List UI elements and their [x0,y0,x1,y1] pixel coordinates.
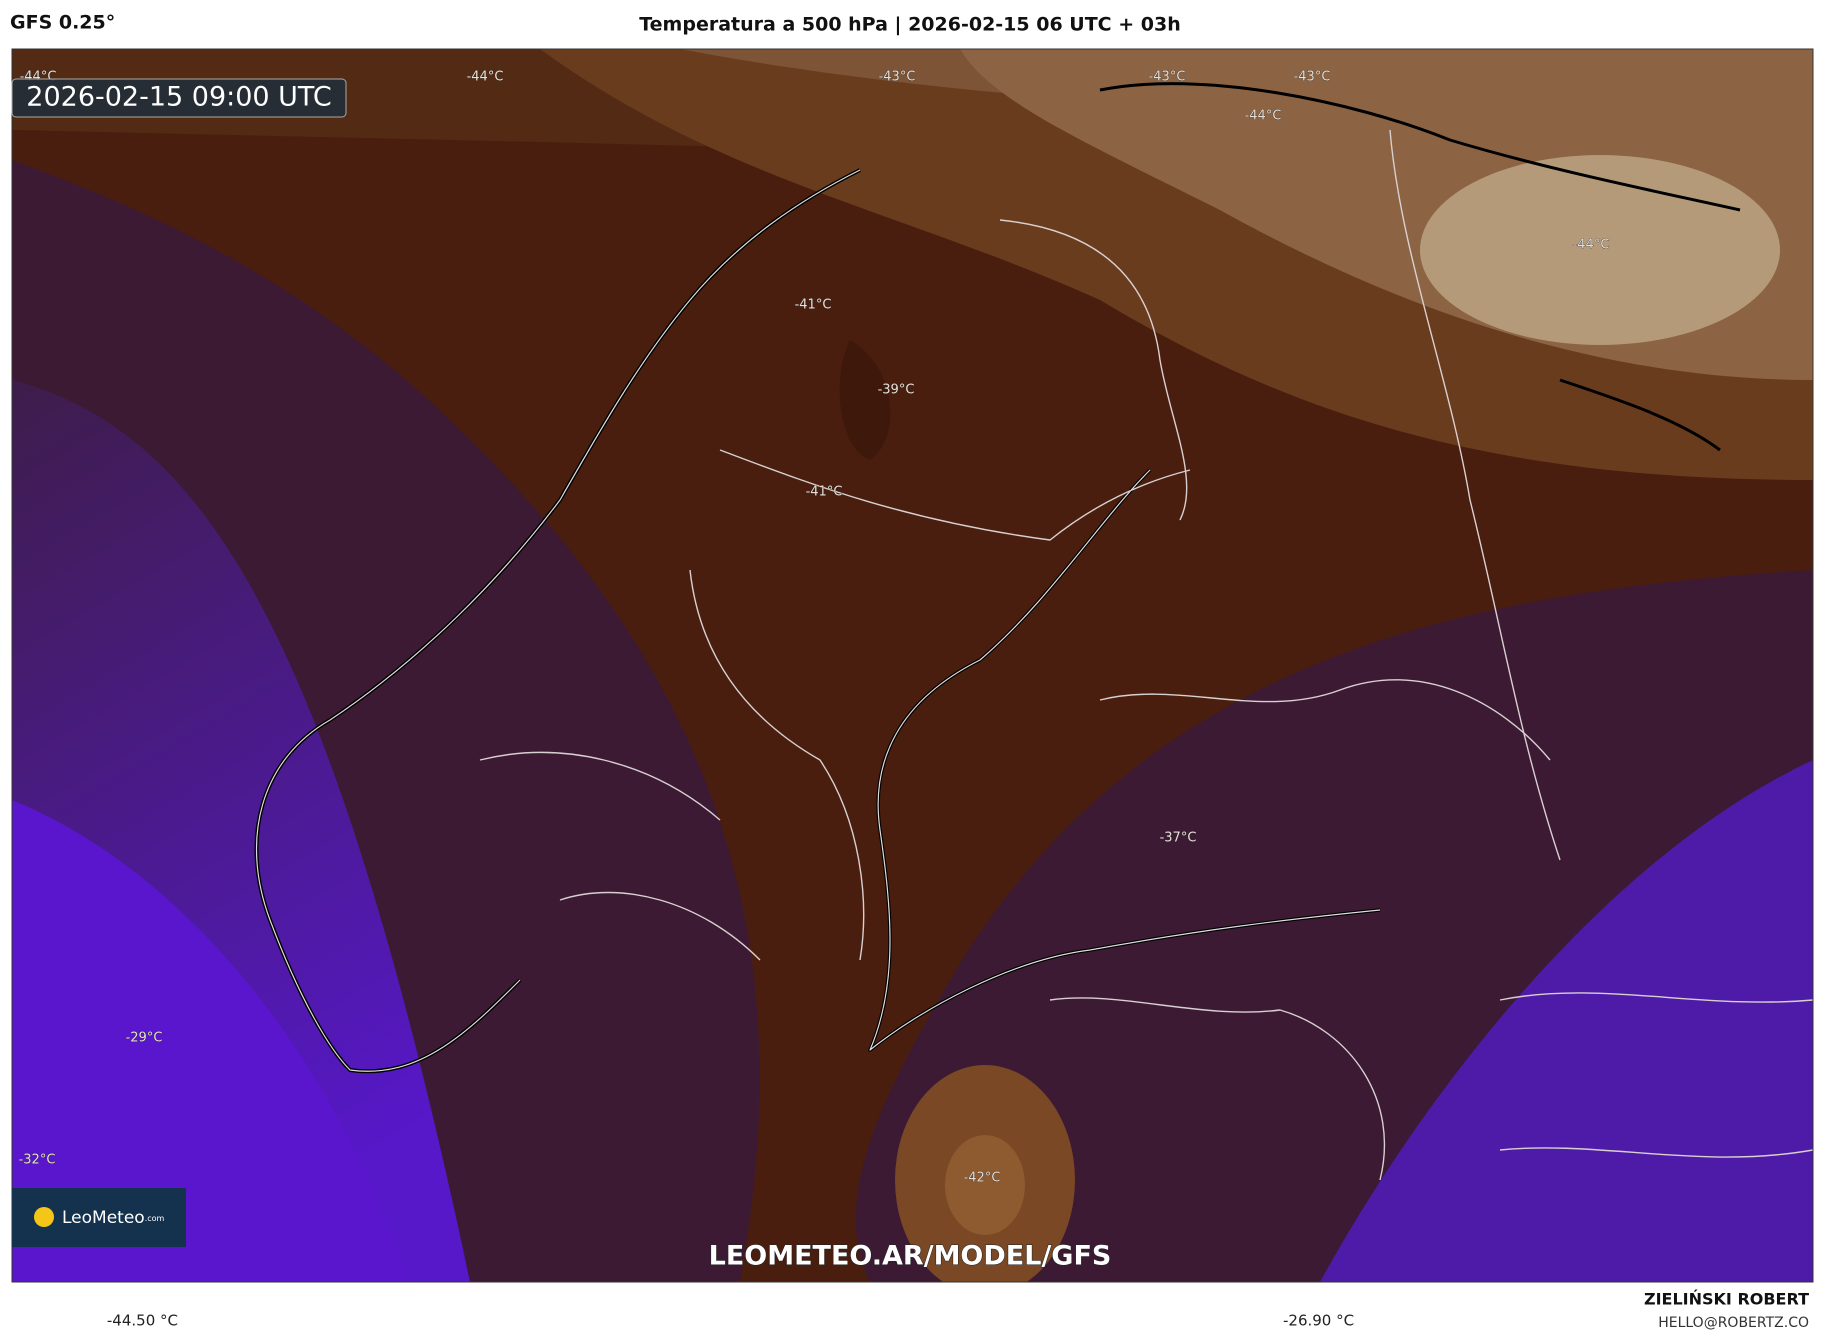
temperature-field [1420,155,1780,345]
border [999,219,1188,521]
border [1049,997,1386,1181]
temperature-field [1320,760,1813,1282]
map-label: -41°C [795,298,832,313]
borders [479,129,1813,1181]
coastline [255,169,861,1072]
border [1099,679,1551,761]
temperature-field [12,800,410,1282]
model-name: GFS 0.25° [10,12,115,34]
timestamp: 2026-02-15 09:00 UTC [26,82,331,113]
map-label: -29°C [126,1031,163,1046]
border [479,751,761,961]
map-title: Temperatura a 500 hPa | 2026-02-15 06 UT… [639,14,1181,36]
coastline [1559,378,1721,452]
map-label: -44°C [1245,109,1282,124]
timestamp-box [11,78,347,118]
author-name: ZIELIŃSKI ROBERT [1644,1290,1809,1309]
map-label: -43°C [879,70,916,85]
map-label: -42°C [964,1171,1001,1186]
temperature-field [839,340,891,460]
map-label: -44°C [467,70,504,85]
border [1389,129,1561,861]
colorbar-max-label: -26.90 °C [1283,1312,1354,1330]
border [1499,992,1813,1158]
coastline [1099,82,1741,212]
map-label: -44°C [1573,238,1610,253]
colorbar-min-label: -44.50 °C [107,1312,178,1330]
map-label: -39°C [878,383,915,398]
coastlines [254,82,1741,1074]
map-label: -37°C [1160,831,1197,846]
logo-name: LeoMeteo [62,1208,145,1228]
map-label: -43°C [1294,70,1331,85]
logo-suffix: .com [145,1214,165,1223]
map-label: -41°C [806,485,843,500]
coastline [869,469,1381,1051]
border [689,569,865,961]
logo-sun [34,1207,54,1227]
map-label: -32°C [19,1153,56,1168]
map: -44°C -44°C -43°C -43°C -43°C-44°C-44°C-41°C… [12,49,1813,1282]
border [719,449,1191,541]
logo-text: LeoMeteo.com [62,1208,165,1228]
watermark: LEOMETEO.AR/MODEL/GFS [709,1241,1112,1272]
map-label: -43°C [1149,70,1186,85]
author-email: HELLO@ROBERTZ.CO [1658,1315,1809,1331]
map-frame [11,48,1814,1283]
temperature-field [945,1135,1025,1235]
